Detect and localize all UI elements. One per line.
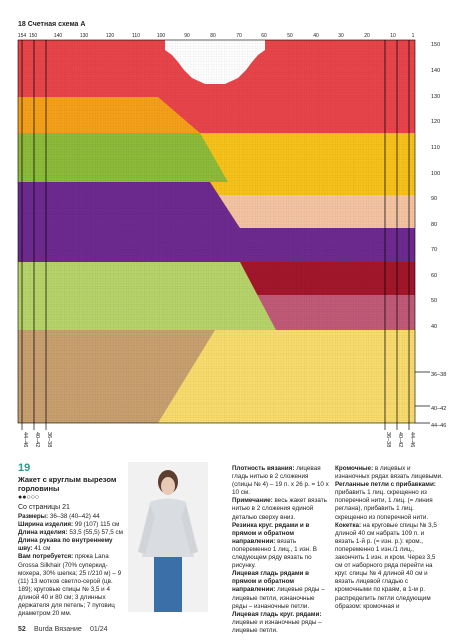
top-axis-label: 120 <box>106 33 115 39</box>
paragraph-label: Плотность вязания: <box>232 465 295 472</box>
top-axis-label: 140 <box>54 33 63 39</box>
right-axis-label: 140 <box>431 68 440 74</box>
paragraph-label: Резинка круг. рядами и в прямом и обратн… <box>232 521 310 545</box>
top-axis-label: 30 <box>338 33 344 39</box>
paragraph-text: 36–38 (40–42) 44 <box>49 513 100 520</box>
paragraph-label: Длина рукава по внутреннему шву: <box>18 537 113 553</box>
top-axis-label: 90 <box>184 33 190 39</box>
bottom-size-label: 40–42 <box>397 432 403 447</box>
paragraph-text: прибавить 1 лиц. скрещенно из поперечной… <box>335 489 433 521</box>
paragraph-text: лицевые и изнаночные ряды – лицевые петл… <box>232 618 322 634</box>
paragraph-text: вязать попеременно 1 лиц., 1 изн. В след… <box>232 537 317 570</box>
paragraph-text: лицевая гладь нитью в 2 сложения (спицы … <box>232 465 329 497</box>
right-axis-label: 70 <box>431 247 437 253</box>
paragraph: Регланные петли с прибавками: прибавить … <box>335 481 443 521</box>
item-number: 19 <box>18 462 31 474</box>
paragraph-label: Длина изделия: <box>18 529 68 537</box>
top-axis-label: 130 <box>80 33 89 39</box>
paragraph-text: лицевые ряды – лицевые петли, изнаночные… <box>232 586 325 610</box>
magazine-name: Burda Вязание <box>34 626 82 633</box>
top-axis-label: 50 <box>287 33 293 39</box>
paragraph-label: Кромочные: <box>335 465 374 472</box>
paragraph: Длина рукава по внутреннему шву: 41 см <box>18 537 128 553</box>
top-axis-label: 60 <box>261 33 267 39</box>
paragraph: Длина изделия: 53,5 (55,5) 57,5 см <box>18 529 128 537</box>
right-axis-label: 50 <box>431 298 437 304</box>
paragraph-text: весь жакет вязать нитью в 2 сложения еди… <box>232 497 327 521</box>
right-axis-label: 90 <box>431 196 437 202</box>
top-axis-label: 150 <box>29 33 38 39</box>
middle-column: Плотность вязания: лицевая гладь нитью в… <box>232 465 330 635</box>
chart-title: 18 Счетная схема А <box>18 21 85 28</box>
specs: Размеры: 36–38 (40–42) 44 Ширина изделия:… <box>18 513 128 618</box>
right-axis-label: 130 <box>431 94 440 100</box>
top-axis-label: 110 <box>132 33 140 39</box>
top-axis-label: 10 <box>390 33 396 39</box>
right-column: Кромочные: в лицевых и изнаночных рядах … <box>335 465 443 611</box>
right-axis-label: 60 <box>431 273 437 279</box>
paragraph: Примечание: весь жакет вязать нитью в 2 … <box>232 497 330 521</box>
paragraph-label: Ширина изделия: <box>18 521 74 529</box>
paragraph: Кокетка: на круговые спицы № 3,5 длиной … <box>335 522 443 611</box>
bottom-size-label: 36–38 <box>46 432 52 447</box>
photo <box>128 462 208 612</box>
paragraph-text: на круговые спицы № 3,5 длиной 40 см наб… <box>335 521 437 610</box>
paragraph-label: Лицевая гладь рядами в прямом и обратном… <box>232 570 310 594</box>
paragraph: Лицевая гладь круг. рядами: лицевые и из… <box>232 611 330 635</box>
paragraph-label: Лицевая гладь круг. рядами: <box>232 610 322 618</box>
right-axis-label: 40 <box>431 324 437 330</box>
paragraph-text: в лицевых и изнаночных рядах вязать лице… <box>335 465 443 481</box>
paragraph: Кромочные: в лицевых и изнаночных рядах … <box>335 465 443 481</box>
paragraph-label: Примечание: <box>232 497 273 505</box>
paragraph: Вам потребуется: пряжа Lana Grossa Silkh… <box>18 553 128 618</box>
difficulty: ●●○○○ <box>18 494 40 501</box>
chart-diagram: 18 Счетная схема А 154 150 140 130 120 110 100… <box>17 21 446 447</box>
paragraph: Плотность вязания: лицевая гладь нитью в… <box>232 465 330 497</box>
paragraph-text: 53,5 (55,5) 57,5 см <box>69 529 123 537</box>
top-axis-label: 1 <box>412 33 415 39</box>
paragraph: Резинка круг. рядами и в прямом и обратн… <box>232 522 330 571</box>
paragraph: Размеры: 36–38 (40–42) 44 <box>18 513 128 521</box>
footer: 52 Burda Вязание 01/24 <box>0 622 452 640</box>
right-axis-label: 44–46 <box>431 423 446 429</box>
paragraph-label: Вам потребуется: <box>18 553 74 561</box>
right-axis-label: 36–38 <box>431 372 446 378</box>
top-axis-label: 154 <box>18 33 27 39</box>
item-title: Жакет с круглым вырезом горловины <box>18 475 117 493</box>
paragraph: Ширина изделия: 99 (107) 115 см <box>18 521 128 529</box>
paragraph-text: 41 см <box>34 545 51 553</box>
paragraph-label: Кокетка: <box>335 521 362 529</box>
paragraph-text: 99 (107) 115 см <box>74 521 120 529</box>
top-axis-label: 80 <box>210 33 216 39</box>
top-axis-label: 70 <box>236 33 242 39</box>
color-bands <box>17 39 416 424</box>
right-axis-label: 40–42 <box>431 406 446 412</box>
right-axis-label: 150 <box>431 42 440 48</box>
paragraph-label: Размеры: <box>18 513 49 520</box>
right-axis-label: 80 <box>431 222 437 228</box>
top-axis-label: 40 <box>313 33 319 39</box>
top-axis-label: 20 <box>364 33 370 39</box>
paragraph: Лицевая гладь рядами в прямом и обратном… <box>232 570 330 610</box>
right-axis-label: 110 <box>431 145 440 151</box>
bottom-size-label: 40–42 <box>34 432 40 447</box>
bottom-size-label: 36–38 <box>385 432 391 447</box>
item-info: 19 Жакет с круглым вырезом горловины ●●○… <box>18 462 128 618</box>
bottom-size-label: 44–46 <box>22 432 28 447</box>
source: Со страницы 21 <box>18 504 70 511</box>
top-axis-label: 100 <box>157 33 166 39</box>
issue: 01/24 <box>90 626 108 633</box>
size-lines <box>21 40 430 430</box>
page-number: 52 <box>18 626 26 633</box>
paragraph-text: пряжа Lana Grossa Silkhair (70% суперкид… <box>18 553 122 618</box>
bottom-size-label: 44–46 <box>409 432 415 447</box>
right-axis-label: 120 <box>431 119 440 125</box>
right-axis-label: 100 <box>431 171 440 177</box>
paragraph-label: Регланные петли с прибавками: <box>335 481 436 489</box>
